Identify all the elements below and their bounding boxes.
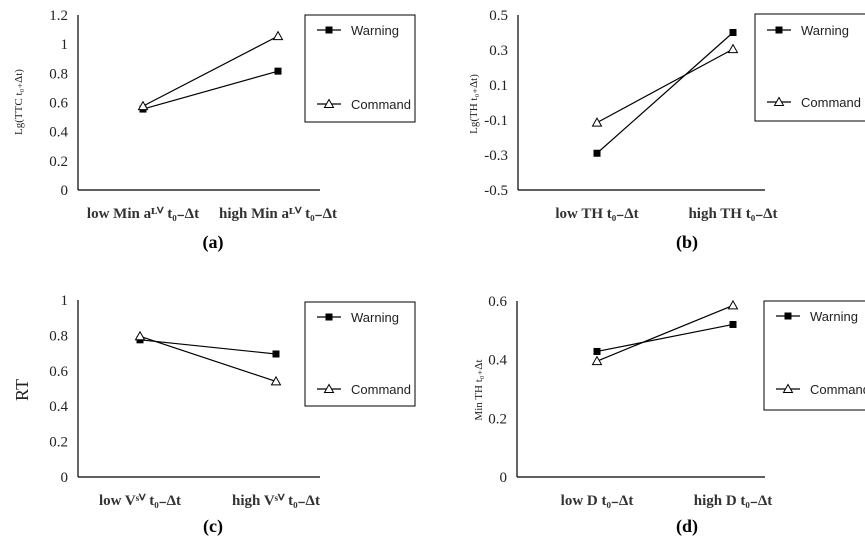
x-category-label: low D t₀₋Δt: [561, 493, 634, 509]
series-line-warning: [596, 323, 734, 353]
x-category-label: high D t₀₋Δt: [694, 493, 773, 509]
y-tick-label: 0: [61, 183, 69, 199]
chart-panel-3: 0 0.2 0.4 0.6 0.8 1 RT low Vˢⱽ t₀₋Δt high Vˢⱽ t₀…: [12, 293, 416, 537]
series-line-warning: [139, 339, 277, 355]
x-category-label: low Vˢⱽ t₀₋Δt: [99, 493, 181, 509]
data-point-square: [272, 350, 280, 358]
y-axis-title: Min TH t₀₊Δt: [473, 359, 485, 420]
y-tick-label: 0.6: [488, 294, 507, 310]
y-tick-label: 0.1: [489, 78, 508, 94]
y-tick-label: 0.5: [489, 8, 508, 24]
data-point-square: [729, 29, 737, 36]
legend-label-command: Command: [801, 95, 861, 110]
series-line-command: [596, 48, 734, 124]
y-tick-label: 0.6: [49, 364, 68, 380]
y-tick-label: 0.2: [488, 411, 507, 427]
y-tick-label: 0.2: [49, 435, 68, 451]
legend-label-warning: Warning: [801, 23, 849, 38]
legend: Warning Command: [754, 13, 865, 122]
data-point-triangle: [591, 355, 603, 366]
chart-panel-1: 0 0.2 0.4 0.6 0.8 1 1.2 Lg(TTC t₀₊Δt) low Min aᴸ…: [13, 8, 416, 253]
y-tick-label: 0.4: [488, 353, 507, 369]
panel-caption: (a): [203, 232, 224, 253]
panel-caption: (c): [203, 516, 223, 537]
legend-marker-square: [775, 26, 783, 34]
data-point-triangle: [727, 43, 739, 54]
legend-label-warning: Warning: [351, 23, 399, 38]
chart-panel-4: 0 0.2 0.4 0.6 Min TH t₀₊Δt low D t₀₋Δt high D …: [473, 294, 865, 537]
y-tick-label: 0.8: [49, 66, 68, 82]
legend-label-warning: Warning: [810, 309, 858, 324]
series-line-command: [142, 35, 279, 107]
y-tick-label: 0: [500, 470, 508, 486]
legend-box: [754, 13, 865, 122]
legend: Warning Command: [763, 300, 865, 411]
legend-label-command: Command: [351, 97, 411, 112]
x-category-label: high Min aᴸⱽ t₀₋Δt: [219, 206, 337, 222]
series-line-warning: [596, 32, 734, 154]
panel-caption: (d): [676, 516, 698, 537]
legend-marker-square: [325, 313, 333, 321]
legend-label-command: Command: [351, 382, 411, 397]
y-tick-label: 0.2: [49, 154, 68, 170]
series-line-command: [596, 304, 734, 362]
y-tick-label: -0.5: [484, 183, 508, 199]
legend-box: [304, 301, 416, 407]
data-point-triangle: [272, 30, 284, 41]
data-point-triangle: [134, 330, 146, 341]
data-point-triangle: [727, 299, 739, 310]
chart-panel-2: -0.5 -0.3 -0.1 0.1 0.3 0.5 Lg(TH t₀₊Δt) low TH …: [468, 8, 865, 253]
legend-marker-triangle: [323, 383, 335, 393]
data-point-square: [274, 67, 282, 75]
legend: Warning Command: [304, 301, 416, 407]
data-point-triangle: [137, 100, 149, 111]
y-tick-label: 1: [61, 37, 69, 53]
series-line-command: [139, 335, 277, 382]
data-point-triangle: [591, 117, 603, 127]
legend-box: [763, 300, 865, 411]
y-axis-title: Lg(TH t₀₊Δt): [468, 74, 480, 134]
series-line-warning: [142, 70, 279, 110]
x-category-label: low Min aᴸⱽ t₀₋Δt: [87, 206, 199, 222]
x-category-label: low TH t₀₋Δt: [555, 206, 638, 222]
x-category-label: high Vˢⱽ t₀₋Δt: [232, 493, 320, 509]
legend-marker-triangle: [323, 98, 335, 108]
legend-marker-square: [325, 26, 333, 34]
y-tick-label: -0.1: [484, 113, 508, 129]
legend-marker-square: [784, 312, 792, 320]
legend: Warning Command: [304, 14, 416, 123]
y-axis-title: RT: [12, 379, 32, 401]
y-tick-label: 0.3: [489, 43, 508, 59]
data-point-square: [593, 347, 601, 355]
y-tick-label: 0.6: [49, 96, 68, 112]
y-tick-label: 1.2: [49, 8, 68, 24]
data-point-square: [729, 320, 737, 328]
x-category-label: high TH t₀₋Δt: [688, 206, 777, 222]
y-axis-title: Lg(TTC t₀₊Δt): [13, 69, 25, 135]
y-tick-label: 0.4: [49, 399, 68, 415]
y-tick-label: 0.8: [49, 328, 68, 344]
legend-marker-triangle: [782, 383, 794, 393]
legend-label-warning: Warning: [351, 310, 399, 325]
y-tick-label: -0.3: [484, 148, 508, 164]
panel-caption: (b): [676, 232, 698, 253]
legend-label-command: Command: [810, 382, 865, 397]
y-tick-label: 0.4: [49, 125, 68, 141]
data-point-triangle: [270, 375, 282, 386]
legend-marker-triangle: [773, 96, 785, 106]
y-tick-label: 1: [61, 293, 69, 309]
y-tick-label: 0: [61, 470, 69, 486]
data-point-square: [593, 149, 601, 157]
